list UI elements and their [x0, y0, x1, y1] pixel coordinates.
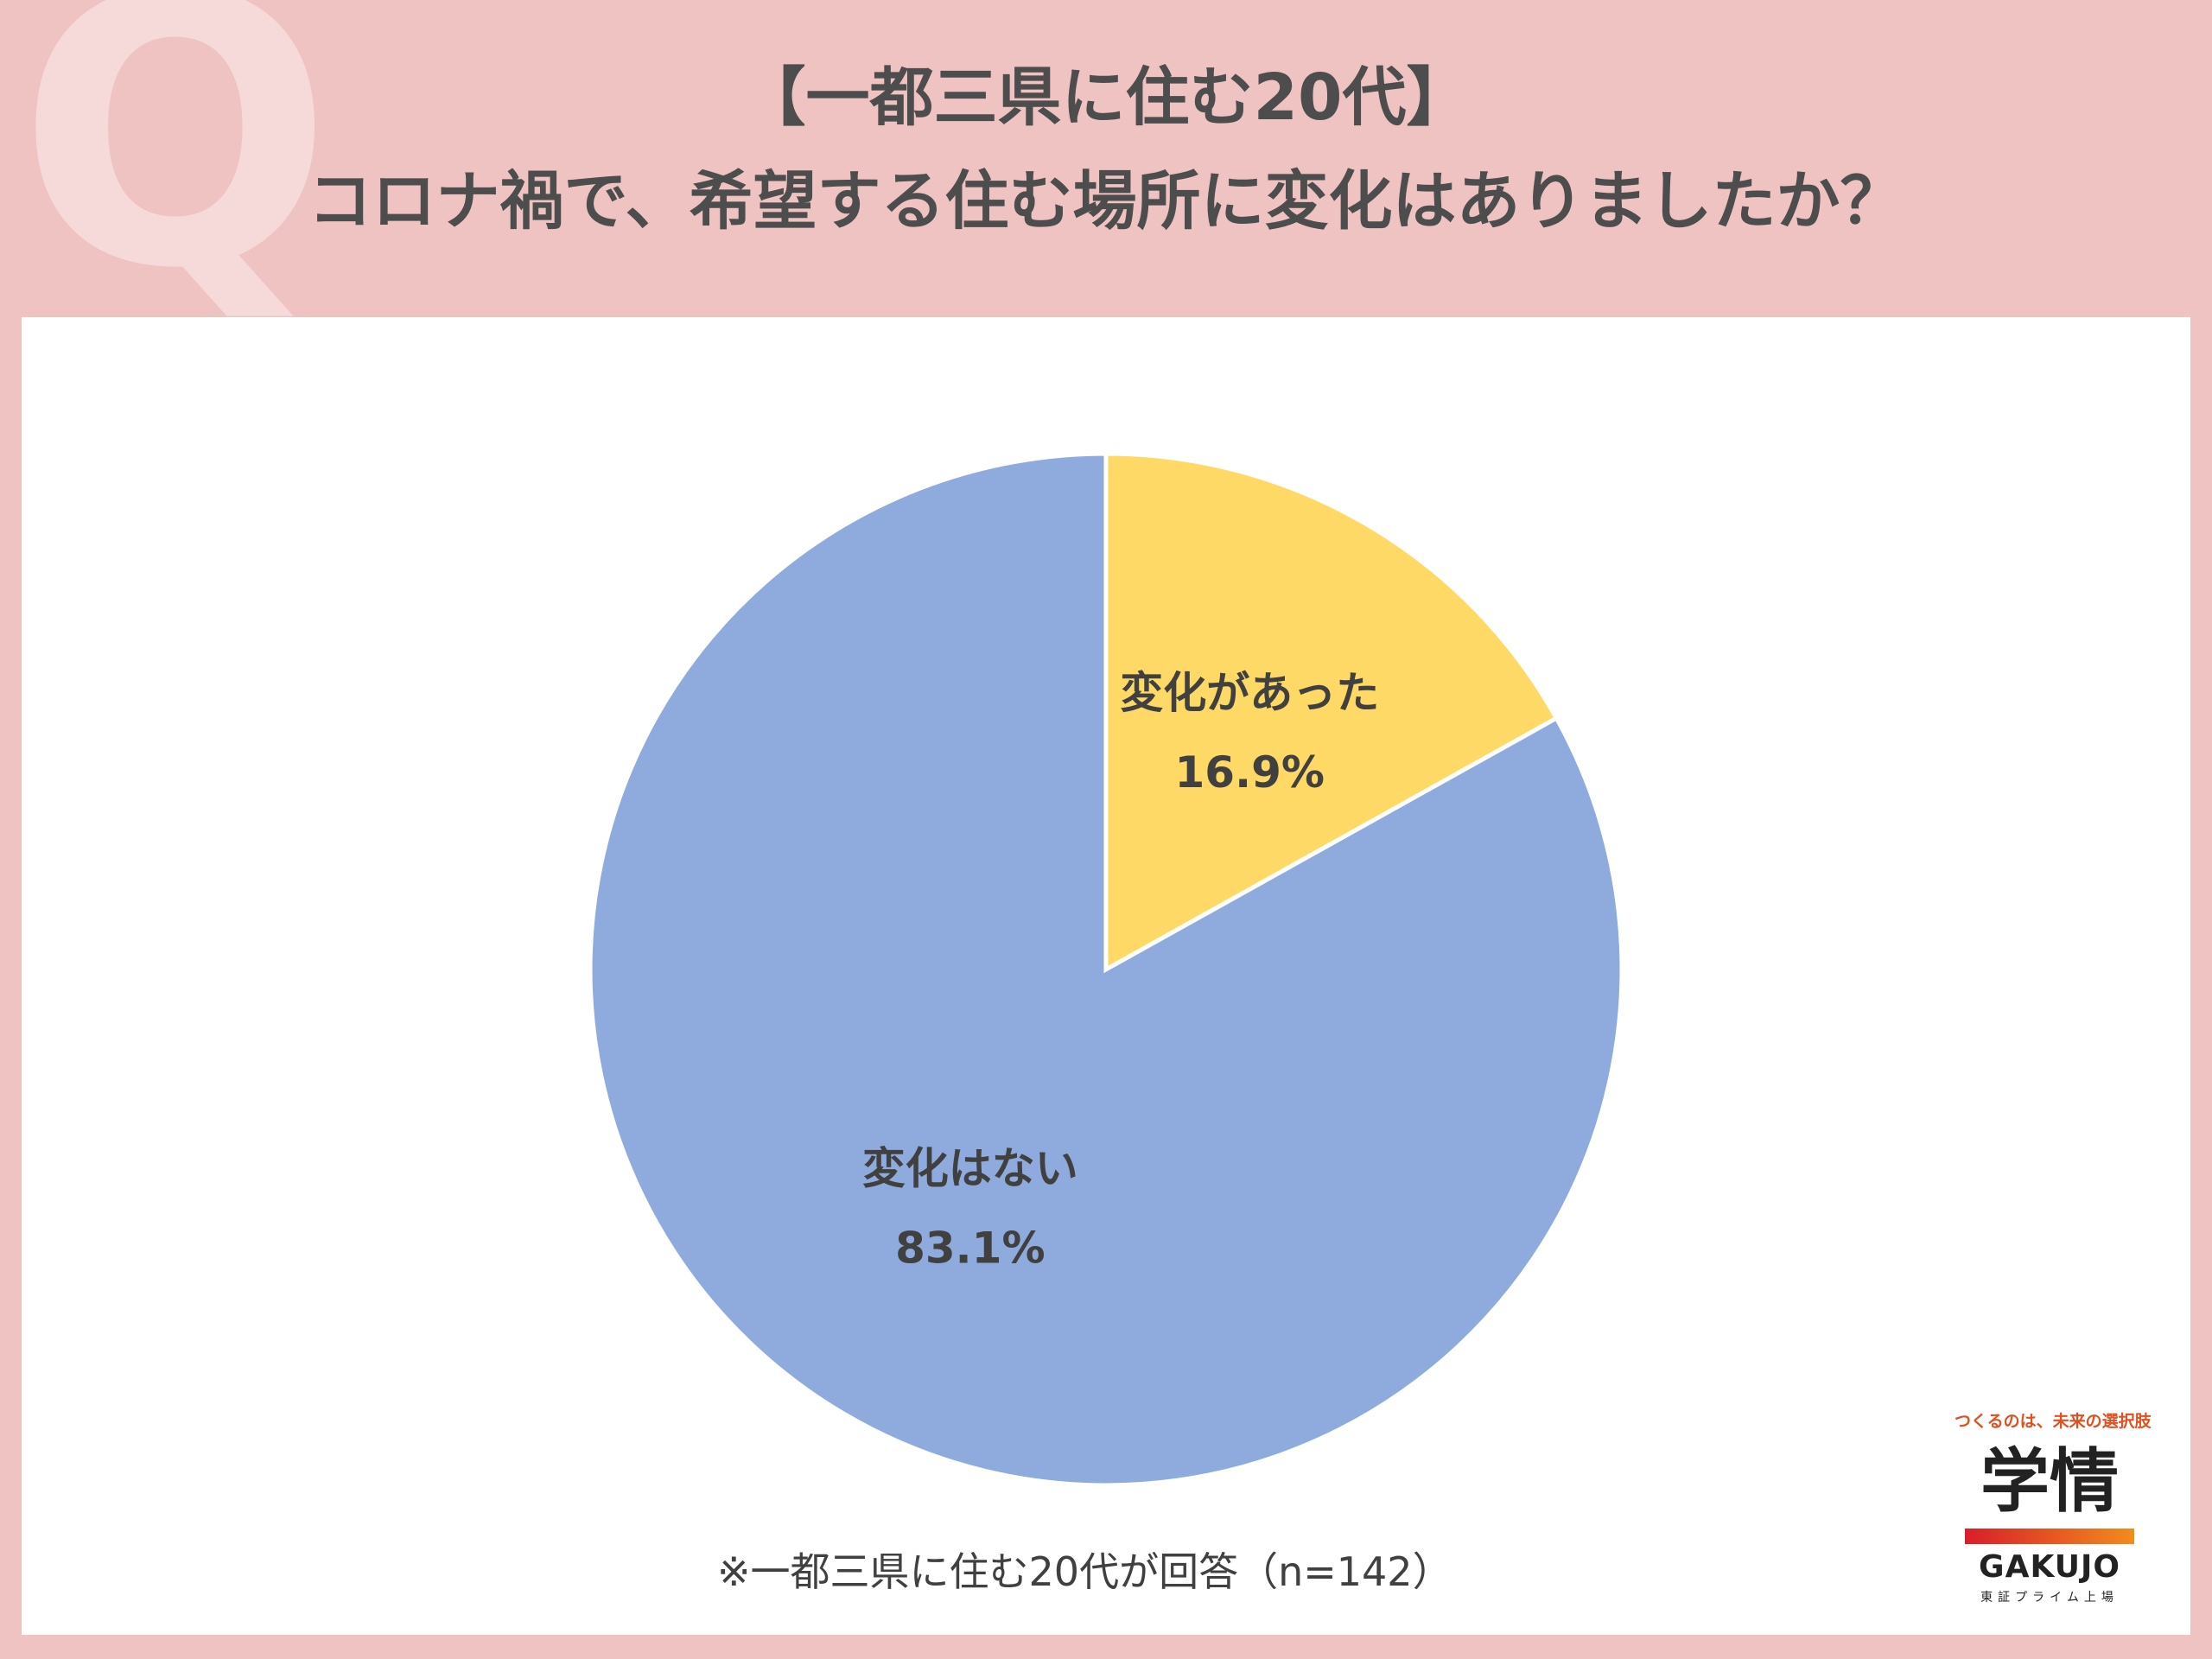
logo-bar — [1965, 1529, 2134, 1544]
footnote: ※一都三県に住む20代が回答（n=142） — [717, 1548, 1452, 1595]
pie-chart: 変化があった 16.9% 変化はない 83.1% — [588, 451, 1624, 1488]
logo-tagline: つくるのは、未来の選択肢 — [1955, 1412, 2152, 1431]
slice-category-label-2: 変化はない — [862, 1144, 1078, 1194]
title-line-1: 【一都三県に住む20代】 — [741, 60, 1471, 135]
logo-kanji: 学情 — [1980, 1441, 2119, 1522]
logo-english: GAKUJO — [1979, 1549, 2120, 1585]
title-line-2: コロナ禍で、希望する住む場所に変化はありましたか？ — [308, 164, 1904, 238]
logo-subtitle: 東証プライム上場 — [1980, 1591, 2119, 1605]
slice-category-label-1: 変化があった — [1120, 668, 1379, 718]
chart-panel: 変化があった 16.9% 変化はない 83.1% — [22, 317, 2190, 1635]
slice-value-label-2: 83.1% — [895, 1224, 1045, 1274]
q-watermark: Q — [17, 0, 334, 350]
pie-slices — [588, 451, 1624, 1488]
chart-title: 【一都三県に住む20代】 コロナ禍で、希望する住む場所に変化はありましたか？ — [0, 50, 2212, 257]
pie-slice-1 — [1103, 451, 1560, 974]
gakujo-logo: つくるのは、未来の選択肢 学情 GAKUJO 東証プライム上場 — [1955, 1408, 2152, 1616]
pie-slice-2 — [588, 451, 1624, 1488]
slice-value-label-1: 16.9% — [1175, 747, 1325, 798]
pie-labels: 変化があった 16.9% 変化はない 83.1% — [862, 668, 1379, 1274]
